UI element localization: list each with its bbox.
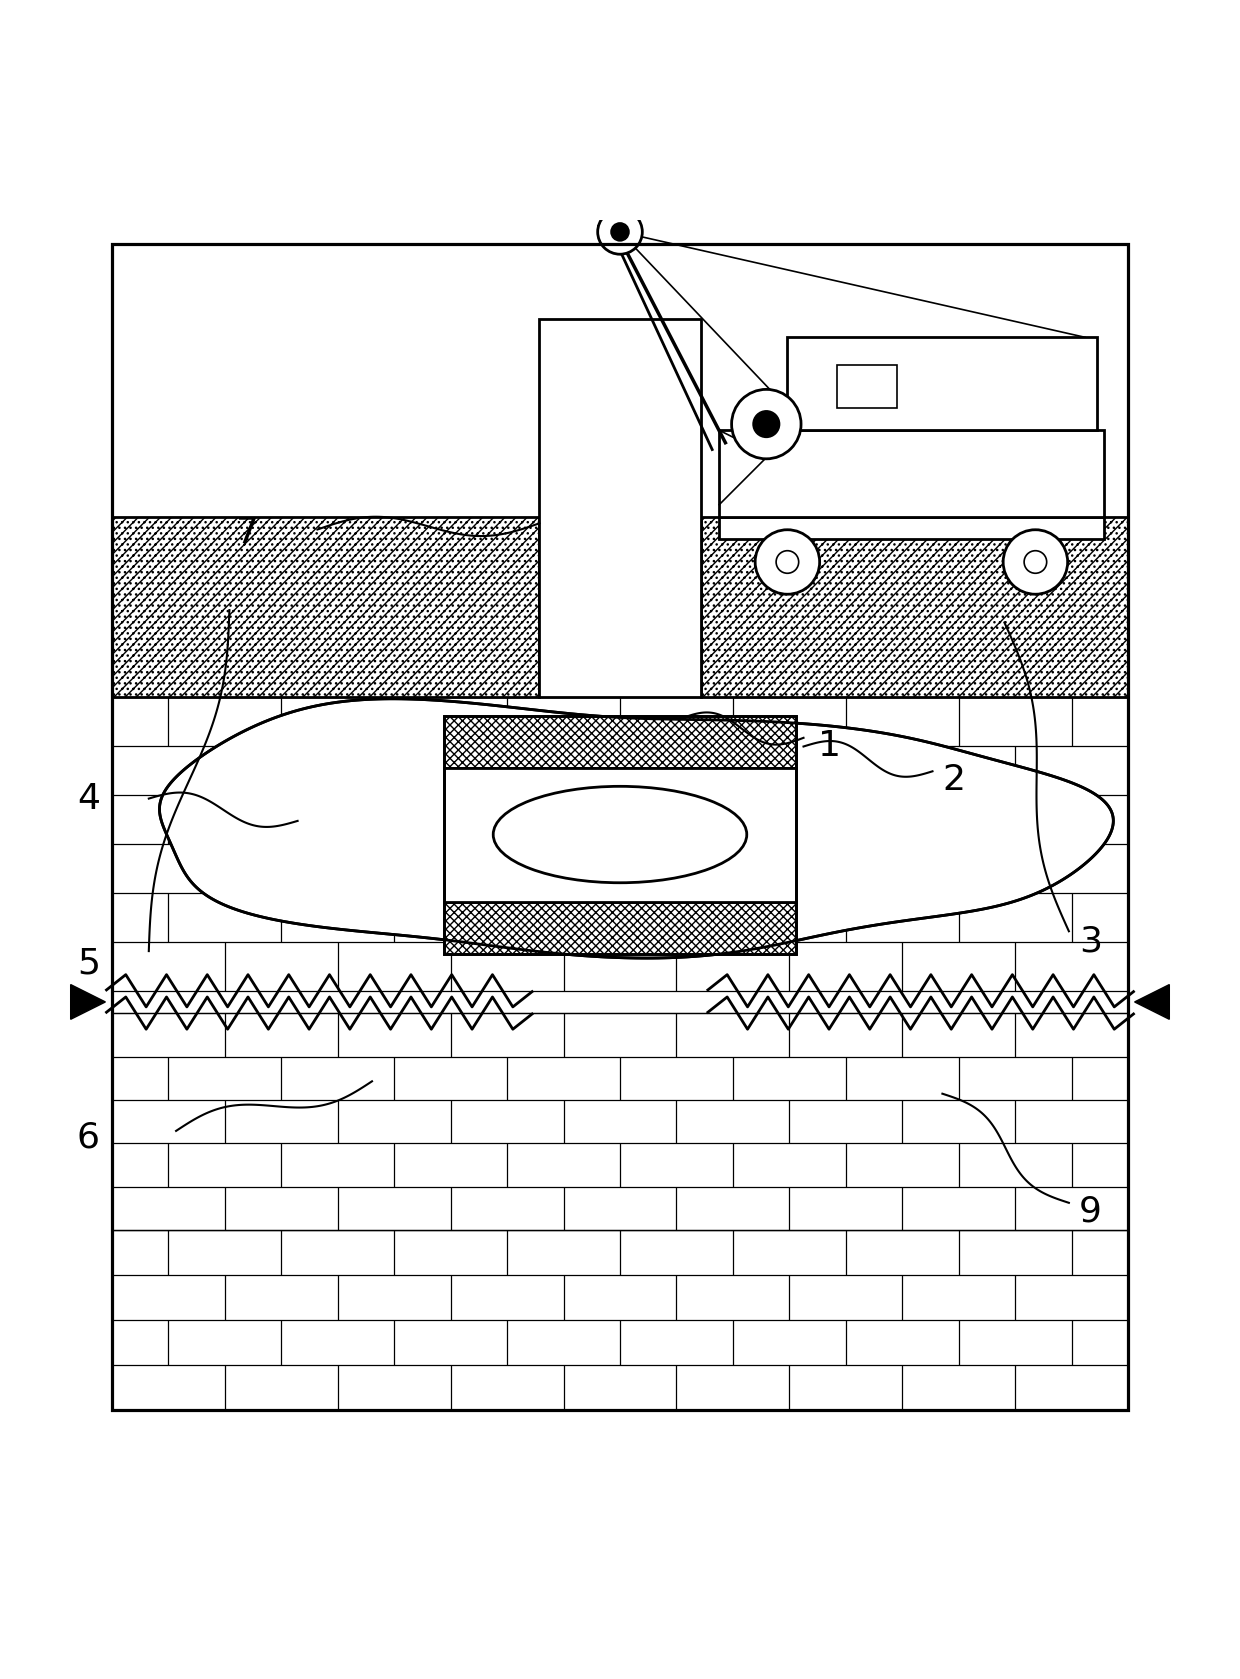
Bar	[112, 245, 1128, 1410]
Polygon shape	[71, 984, 105, 1019]
Bar	[112, 697, 1128, 991]
Bar	[719, 517, 1104, 539]
Text: 6: 6	[77, 1120, 100, 1153]
Text: 5: 5	[77, 947, 100, 981]
Circle shape	[1024, 551, 1047, 573]
Bar	[444, 902, 796, 954]
Bar	[444, 767, 796, 902]
Circle shape	[776, 551, 799, 573]
Bar	[701, 517, 1128, 697]
Text: 7: 7	[236, 515, 259, 551]
Bar	[112, 1012, 1128, 1231]
Bar	[112, 517, 539, 697]
Bar	[539, 319, 701, 697]
Text: 3: 3	[1079, 923, 1102, 959]
Bar	[787, 337, 1097, 430]
Text: 1: 1	[818, 729, 842, 764]
Circle shape	[732, 390, 801, 458]
Circle shape	[611, 223, 629, 240]
Bar	[837, 364, 897, 408]
Ellipse shape	[494, 786, 746, 883]
Bar	[444, 715, 796, 954]
Text: 9: 9	[1079, 1194, 1101, 1229]
Circle shape	[753, 411, 780, 437]
Polygon shape	[1135, 984, 1169, 1019]
Circle shape	[598, 210, 642, 254]
Polygon shape	[160, 698, 1114, 959]
Bar	[444, 715, 796, 767]
Circle shape	[1003, 531, 1068, 594]
Bar	[719, 430, 1104, 517]
Bar	[112, 1231, 1128, 1410]
Circle shape	[755, 531, 820, 594]
Text: 4: 4	[77, 782, 100, 816]
Text: 2: 2	[942, 762, 966, 798]
